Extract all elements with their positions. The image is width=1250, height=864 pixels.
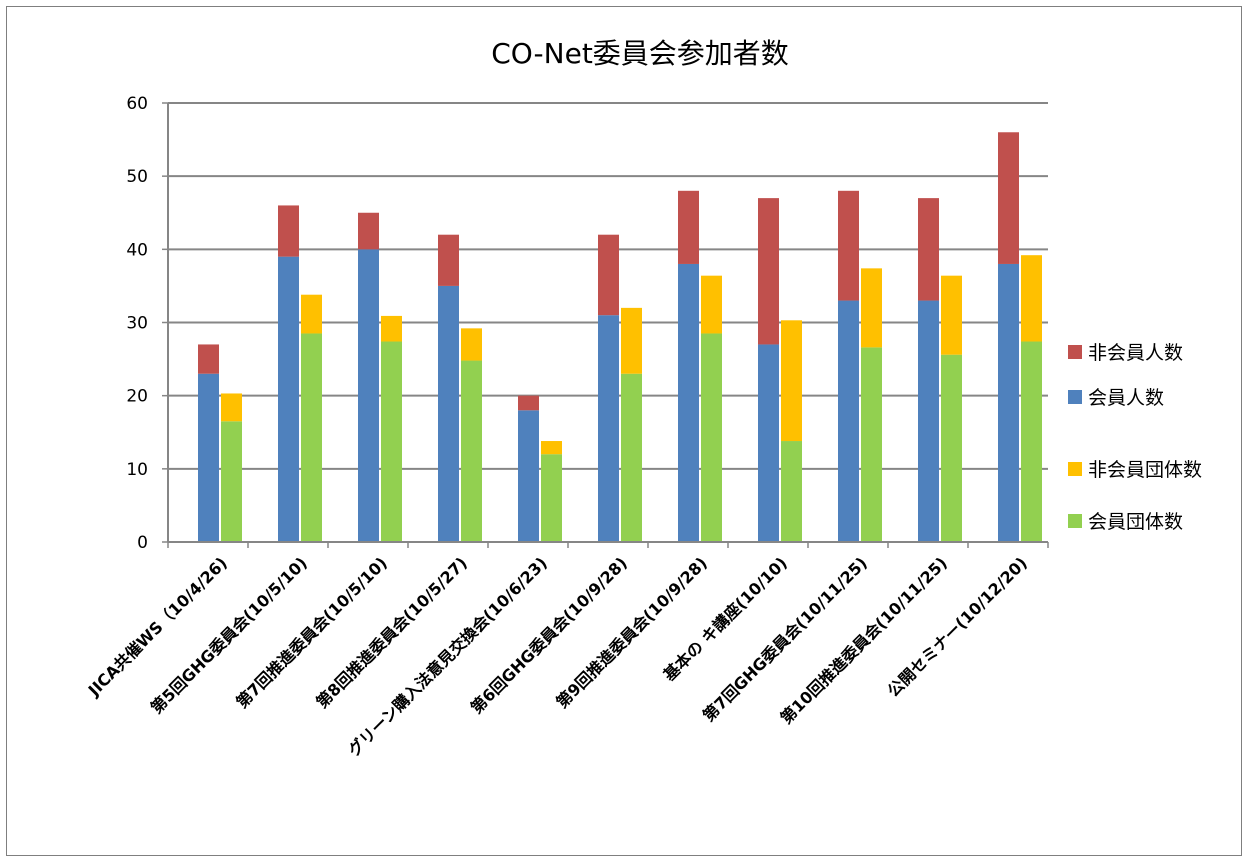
bar-segment xyxy=(678,263,699,542)
bar-segment xyxy=(861,268,882,348)
bar-segment xyxy=(461,360,482,542)
bar-segment xyxy=(461,328,482,361)
legend-label: 会員団体数 xyxy=(1088,511,1183,533)
axes xyxy=(167,103,1049,548)
bars xyxy=(198,132,1042,543)
y-axis-tick-labels: 0 10 20 30 40 50 60 xyxy=(126,94,148,553)
bar-segment xyxy=(598,234,619,316)
bar-segment xyxy=(701,275,722,334)
x-axis-category-labels: JICA共催WS（10/4/26)第5回GHG委員会(10/5/10)第7回推進… xyxy=(84,553,1031,760)
bar-segment xyxy=(518,410,539,542)
bar-segment xyxy=(381,341,402,542)
y-tick-label: 0 xyxy=(137,533,148,553)
x-category-label: 第10回推進委員会(10/11/25) xyxy=(777,553,951,727)
bar-segment xyxy=(598,315,619,542)
bar-segment xyxy=(838,190,859,301)
bar-segment xyxy=(758,344,779,542)
bar-segment xyxy=(1021,255,1042,342)
bar-segment xyxy=(941,275,962,355)
legend-swatch xyxy=(1068,390,1082,404)
bar-segment xyxy=(781,320,802,442)
x-category-label: 公開セミナー(10/12/20) xyxy=(884,553,1031,700)
bar-segment xyxy=(518,395,539,411)
x-category-label: 第8回推進委員会(10/5/27) xyxy=(312,553,470,711)
x-category-label: 第9回推進委員会(10/9/28) xyxy=(552,553,710,711)
bar-segment xyxy=(918,300,939,542)
bar-segment xyxy=(198,344,219,374)
y-tick-label: 10 xyxy=(126,460,148,480)
bar-segment xyxy=(358,212,379,250)
y-tick-label: 30 xyxy=(126,314,148,334)
bar-segment xyxy=(301,333,322,542)
bar-segment xyxy=(541,441,562,455)
y-tick-label: 20 xyxy=(126,387,148,407)
bar-segment xyxy=(918,198,939,301)
bar-segment xyxy=(438,285,459,542)
legend-swatch xyxy=(1068,514,1082,528)
bar-segment xyxy=(781,441,802,542)
bar-segment xyxy=(621,373,642,542)
y-tick-label: 50 xyxy=(126,167,148,187)
bar-segment xyxy=(541,454,562,542)
bar-segment xyxy=(941,354,962,542)
bar-segment xyxy=(438,234,459,286)
x-category-label: JICA共催WS（10/4/26) xyxy=(84,553,231,700)
y-tick-label: 60 xyxy=(126,94,148,114)
bar-segment xyxy=(278,205,299,257)
x-category-label: 第6回GHG委員会(10/9/28) xyxy=(467,553,631,717)
bar-segment xyxy=(998,132,1019,264)
bar-segment xyxy=(678,190,699,264)
bar-segment xyxy=(198,373,219,542)
y-tick-label: 40 xyxy=(126,240,148,260)
legend-label: 非会員人数 xyxy=(1088,342,1183,364)
bar-segment xyxy=(621,307,642,374)
bar-segment xyxy=(838,300,859,542)
x-category-label: 第7回推進委員会(10/5/10) xyxy=(232,553,390,711)
legend-label: 会員人数 xyxy=(1088,387,1164,409)
bar-segment xyxy=(301,294,322,334)
bar-segment xyxy=(381,315,402,342)
legend-swatch xyxy=(1068,462,1082,476)
bar-segment xyxy=(1021,341,1042,542)
bar-segment xyxy=(701,333,722,542)
bar-segment xyxy=(221,421,242,542)
x-category-label: 第7回GHG委員会(10/11/25) xyxy=(699,553,871,725)
bar-segment xyxy=(278,256,299,542)
legend-label: 非会員団体数 xyxy=(1088,459,1202,481)
bar-segment xyxy=(998,263,1019,542)
bar-segment xyxy=(358,249,379,543)
x-category-label: 第5回GHG委員会(10/5/10) xyxy=(147,553,311,717)
bar-segment xyxy=(221,393,242,422)
legend-swatch xyxy=(1068,345,1082,359)
bar-segment xyxy=(758,198,779,345)
chart-title: CO-Net委員会参加者数 xyxy=(491,37,789,70)
bar-segment xyxy=(861,347,882,542)
